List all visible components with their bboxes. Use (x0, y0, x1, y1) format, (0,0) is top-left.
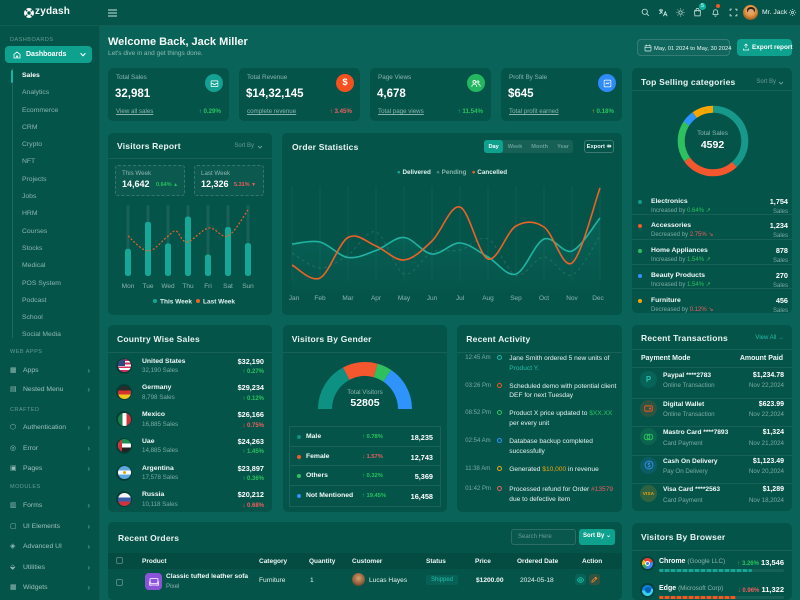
svg-text:Jul: Jul (456, 295, 465, 302)
svg-text:Sep: Sep (510, 295, 522, 302)
svg-text:Sat: Sat (223, 283, 233, 290)
svg-text:Jun: Jun (427, 295, 438, 302)
svg-text:Mon: Mon (122, 283, 135, 290)
svg-text:Mar: Mar (342, 295, 354, 302)
svg-text:Oct: Oct (539, 295, 549, 302)
svg-text:This Week: This Week (160, 299, 192, 306)
svg-text:Wed: Wed (161, 283, 175, 290)
svg-text:Jan: Jan (289, 295, 300, 302)
svg-text:Dec: Dec (592, 295, 604, 302)
svg-text:Fri: Fri (204, 283, 212, 290)
svg-text:Last Week: Last Week (203, 299, 235, 306)
svg-text:Thu: Thu (182, 283, 194, 290)
svg-text:Sun: Sun (242, 283, 254, 290)
svg-text:Apr: Apr (371, 295, 382, 302)
svg-text:Tue: Tue (143, 283, 154, 290)
svg-text:Feb: Feb (314, 295, 326, 302)
svg-text:May: May (398, 295, 411, 302)
svg-text:Aug: Aug (482, 295, 494, 302)
svg-text:Nov: Nov (566, 295, 578, 302)
